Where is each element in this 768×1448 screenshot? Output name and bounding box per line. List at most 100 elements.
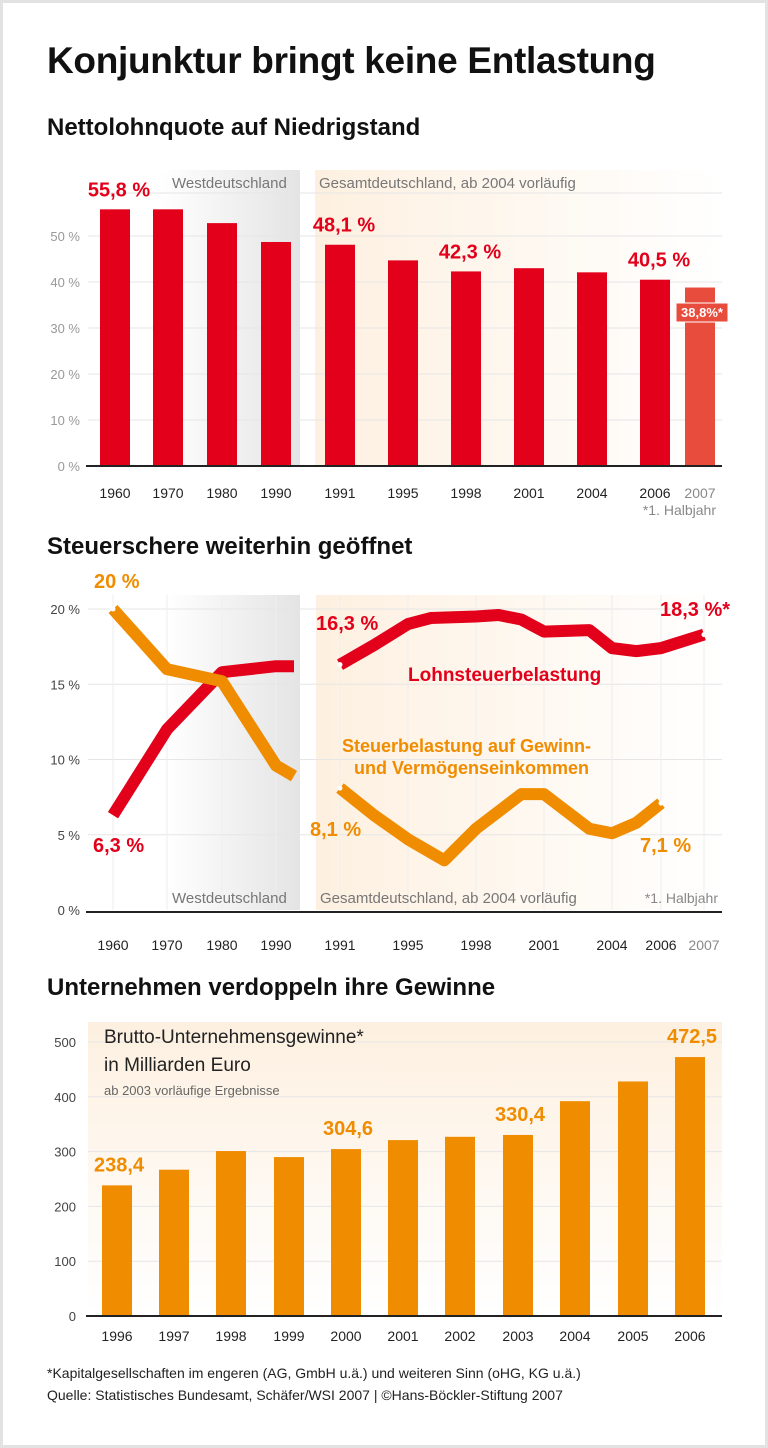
bar-2000	[331, 1149, 361, 1316]
legend-title: Brutto-Unternehmensgewinne*	[104, 1027, 364, 1048]
y-tick-label: 40 %	[50, 275, 80, 290]
x-tick-label: 1996	[101, 1328, 132, 1344]
region-label-unified: Gesamtdeutschland, ab 2004 vorläufig	[320, 890, 577, 907]
page-title: Konjunktur bringt keine Entlastung	[47, 40, 656, 81]
bar-2006	[640, 279, 670, 466]
y-tick-label: 5 %	[58, 828, 81, 843]
line-lohnsteuer-unified	[337, 609, 706, 670]
y-tick-label: 500	[54, 1035, 76, 1050]
x-tick-label: 2004	[559, 1328, 590, 1344]
series-label-gewinnsteuer: und Vermögenseinkommen	[354, 758, 589, 778]
x-tick-label: 2004	[576, 485, 607, 501]
x-tick-label: 1970	[151, 937, 182, 953]
data-label-box	[675, 302, 729, 323]
bar-2001	[388, 1140, 418, 1316]
x-tick-label: 2001	[387, 1328, 418, 1344]
line-gewinnsteuer-unified	[336, 783, 665, 867]
x-tick-label: 2007	[684, 485, 715, 501]
x-tick-label: 2003	[502, 1328, 533, 1344]
data-label: 48,1 %	[313, 215, 375, 237]
line-lohnsteuer-west	[107, 660, 294, 819]
region-label-west: Westdeutschland	[172, 890, 287, 907]
data-label: 16,3 %	[316, 613, 378, 635]
bar-1960	[100, 209, 130, 466]
chart2-title: Steuerschere weiterhin geöffnet	[47, 533, 413, 560]
x-tick-label: 2006	[674, 1328, 705, 1344]
west-region-bg	[165, 595, 300, 910]
y-tick-label: 300	[54, 1145, 76, 1160]
x-tick-label: 2001	[513, 485, 544, 501]
x-tick-label: 1960	[99, 485, 130, 501]
data-label: 7,1 %	[640, 835, 691, 857]
data-label: 40,5 %	[628, 250, 690, 272]
y-tick-label: 100	[54, 1254, 76, 1269]
x-tick-label: 1980	[206, 485, 237, 501]
x-tick-label: 1990	[260, 937, 291, 953]
bar-1997	[159, 1169, 189, 1316]
x-tick-label: 2006	[645, 937, 676, 953]
legend-title: in Milliarden Euro	[104, 1055, 251, 1076]
data-label: 55,8 %	[88, 179, 150, 201]
y-tick-label: 200	[54, 1199, 76, 1214]
y-tick-label: 15 %	[50, 677, 80, 692]
y-tick-label: 400	[54, 1090, 76, 1105]
y-tick-label: 10 %	[50, 753, 80, 768]
bar-1991	[325, 244, 355, 466]
chart1-title: Nettolohnquote auf Niedrigstand	[47, 114, 421, 141]
data-label: 6,3 %	[93, 835, 144, 857]
data-label: 8,1 %	[310, 819, 361, 841]
x-tick-label: 1998	[215, 1328, 246, 1344]
x-tick-label: 2006	[639, 485, 670, 501]
data-point-marker	[110, 606, 116, 612]
data-point-marker	[337, 785, 343, 791]
x-tick-label: 1990	[260, 485, 291, 501]
x-tick-label: 1997	[158, 1328, 189, 1344]
series-label-gewinnsteuer: Steuerbelastung auf Gewinn-	[342, 736, 591, 756]
y-tick-label: 30 %	[50, 321, 80, 336]
y-tick-label: 0 %	[58, 459, 81, 474]
bar-2004	[577, 272, 607, 466]
x-tick-label: 2007	[688, 937, 719, 953]
region-label-unified: Gesamtdeutschland, ab 2004 vorläufig	[319, 175, 576, 192]
x-tick-label: 1991	[324, 485, 355, 501]
y-tick-label: 50 %	[50, 229, 80, 244]
footnote: *Kapitalgesellschaften im engeren (AG, G…	[47, 1365, 581, 1381]
bar-2004	[560, 1101, 590, 1316]
x-tick-label: 2005	[617, 1328, 648, 1344]
legend-subnote: ab 2003 vorläufige Ergebnisse	[104, 1083, 280, 1098]
y-tick-label: 0	[69, 1309, 76, 1324]
bar-2003	[503, 1134, 533, 1316]
data-label: 20 %	[94, 571, 140, 593]
chart3-title: Unternehmen verdoppeln ihre Gewinne	[47, 974, 496, 1001]
x-tick-label: 1999	[273, 1328, 304, 1344]
line-gewinnsteuer-west	[108, 604, 298, 782]
x-tick-label: 1995	[387, 485, 418, 501]
bar-1995	[388, 260, 418, 466]
bar-1999	[274, 1157, 304, 1316]
data-point-marker	[337, 662, 343, 668]
x-tick-label: 1998	[460, 937, 491, 953]
y-tick-label: 20 %	[50, 367, 80, 382]
y-tick-label: 10 %	[50, 413, 80, 428]
footnote-halbjahr: *1. Halbjahr	[645, 890, 718, 906]
y-tick-label: 20 %	[50, 602, 80, 617]
bar-1996	[102, 1185, 132, 1316]
y-tick-label: 0 %	[58, 903, 81, 918]
data-label: 330,4	[495, 1104, 546, 1126]
x-tick-label: 1980	[206, 937, 237, 953]
x-tick-label: 2000	[330, 1328, 361, 1344]
x-tick-label: 1991	[324, 937, 355, 953]
bar-1998	[451, 271, 481, 466]
footnote-halbjahr: *1. Halbjahr	[643, 502, 716, 518]
series-label-lohnsteuer: Lohnsteuerbelastung	[408, 665, 601, 686]
bar-2006	[675, 1057, 705, 1316]
data-label: 38,8%*	[681, 305, 724, 320]
source: Quelle: Statistisches Bundesamt, Schäfer…	[47, 1387, 563, 1403]
x-tick-label: 2002	[444, 1328, 475, 1344]
data-label: 42,3 %	[439, 241, 501, 263]
data-point-marker	[701, 632, 707, 638]
data-label: 472,5	[667, 1026, 717, 1048]
x-tick-label: 2004	[596, 937, 627, 953]
